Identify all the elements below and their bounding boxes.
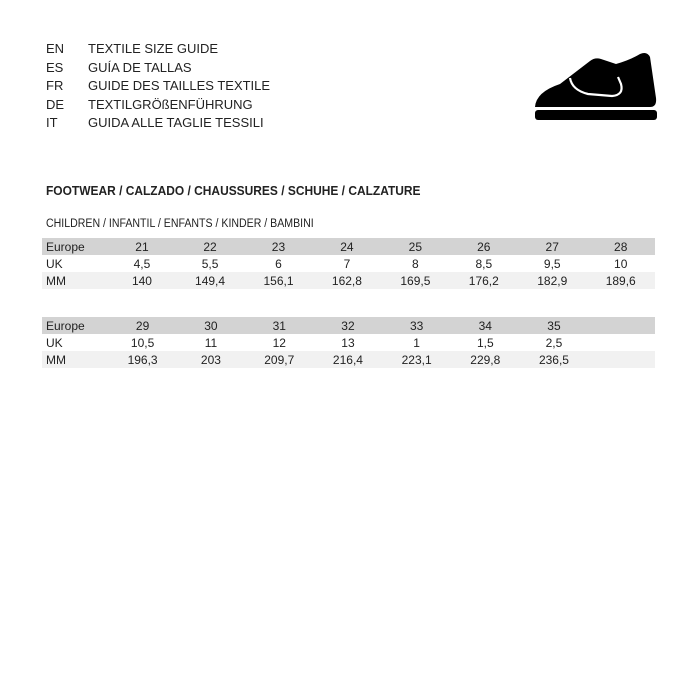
size-cell: 34 (478, 318, 492, 333)
size-cell: 26 (477, 239, 491, 254)
row-label: Europe (46, 239, 85, 254)
table-row: UK 10,5 11 12 13 1 1,5 2,5 (42, 334, 655, 351)
size-cell: 176,2 (468, 273, 499, 288)
size-cell: 140 (131, 273, 152, 288)
size-cell: 4,5 (133, 256, 151, 271)
table-row: UK 4,5 5,5 6 7 8 8,5 9,5 10 (42, 255, 655, 272)
size-cell: 31 (272, 318, 286, 333)
table-row: Europe 21 22 23 24 25 26 27 28 (42, 238, 655, 255)
size-cell: 182,9 (537, 273, 568, 288)
size-cell: 30 (204, 318, 218, 333)
size-cell: 1,5 (476, 335, 494, 350)
size-cell: 2,5 (545, 335, 563, 350)
shoe-icon (535, 53, 657, 120)
size-cell: 10 (614, 256, 628, 271)
size-cell: 156,1 (263, 273, 294, 288)
size-cell: 35 (547, 318, 561, 333)
language-row: ES GUÍA DE TALLAS (46, 59, 270, 78)
size-cell: 33 (409, 318, 424, 333)
size-cell: 27 (545, 239, 559, 254)
size-cell: 7 (343, 256, 351, 271)
table-row: Europe 29 30 31 32 33 34 35 (42, 317, 655, 334)
row-label: Europe (46, 318, 85, 333)
size-cell: 196,3 (127, 352, 158, 367)
size-cell: 1 (413, 335, 420, 350)
language-code: DE (46, 96, 65, 112)
language-row: DE TEXTILGRÖßENFÜHRUNG (46, 96, 270, 115)
table-row: MM 196,3 203 209,7 216,4 223,1 229,8 236,5 (42, 351, 655, 368)
language-list: EN TEXTILE SIZE GUIDE ES GUÍA DE TALLAS FR… (46, 40, 270, 133)
size-cell: 229,8 (470, 352, 501, 367)
size-cell: 12 (272, 335, 286, 350)
size-cell: 189,6 (605, 273, 636, 288)
size-cell: 13 (341, 335, 355, 350)
language-row: IT GUIDA ALLE TAGLIE TESSILI (46, 114, 270, 133)
language-code: EN (46, 41, 65, 56)
size-cell: 162,8 (331, 273, 362, 288)
size-cell: 23 (271, 239, 286, 254)
row-label: MM (46, 352, 66, 367)
size-cell: 28 (614, 239, 628, 254)
size-cell (588, 334, 655, 351)
row-label: MM (46, 273, 66, 288)
row-label: UK (46, 335, 63, 350)
size-cell: 8,5 (475, 256, 493, 271)
size-cell: 209,7 (264, 352, 295, 367)
size-cell: 25 (408, 239, 423, 254)
section-title: FOOTWEAR / CALZADO / CHAUSSURES / SCHUHE… (46, 183, 421, 198)
table-row: MM 140 149,4 156,1 162,8 169,5 176,2 182,9 189,6 (42, 272, 655, 289)
language-code: FR (46, 78, 64, 93)
size-cell: 6 (275, 256, 282, 271)
size-cell: 203 (200, 352, 221, 367)
size-cell: 216,4 (332, 352, 363, 367)
size-cell: 169,5 (400, 273, 431, 288)
language-title: TEXTILE SIZE GUIDE (88, 41, 219, 56)
size-cell: 223,1 (401, 352, 432, 367)
language-title: GUÍA DE TALLAS (88, 59, 192, 75)
size-cell: 32 (341, 318, 355, 333)
size-cell: 11 (204, 335, 218, 350)
size-cell: 8 (412, 256, 419, 271)
size-cell: 236,5 (538, 352, 569, 367)
language-title: TEXTILGRÖßENFÜHRUNG (88, 96, 253, 112)
size-cell (588, 351, 655, 368)
size-table: Europe 29 30 31 32 33 34 35 UK 10,5 11 12 13 1 1,5 2,5 M… (42, 317, 655, 368)
size-cell: 24 (340, 239, 354, 254)
size-cell: 29 (135, 318, 150, 333)
size-cell (588, 317, 655, 334)
language-row: FR GUIDE DES TAILLES TEXTILE (46, 77, 270, 96)
size-cell: 21 (135, 239, 149, 254)
size-cell: 10,5 (130, 335, 155, 350)
language-row: EN TEXTILE SIZE GUIDE (46, 40, 270, 59)
size-cell: 9,5 (543, 256, 561, 271)
language-title: GUIDE DES TAILLES TEXTILE (88, 78, 271, 93)
language-code: ES (46, 59, 64, 75)
size-cell: 22 (203, 239, 217, 254)
subsection-title: CHILDREN / INFANTIL / ENFANTS / KINDER /… (46, 218, 314, 230)
language-code: IT (46, 115, 58, 130)
row-label: UK (46, 256, 63, 271)
size-cell: 149,4 (195, 273, 226, 288)
size-cell: 5,5 (201, 256, 219, 271)
size-table: Europe 21 22 23 24 25 26 27 28 UK 4,5 5,5 6 7 8 8,5 9,5 1… (42, 238, 655, 289)
language-title: GUIDA ALLE TAGLIE TESSILI (88, 115, 264, 130)
